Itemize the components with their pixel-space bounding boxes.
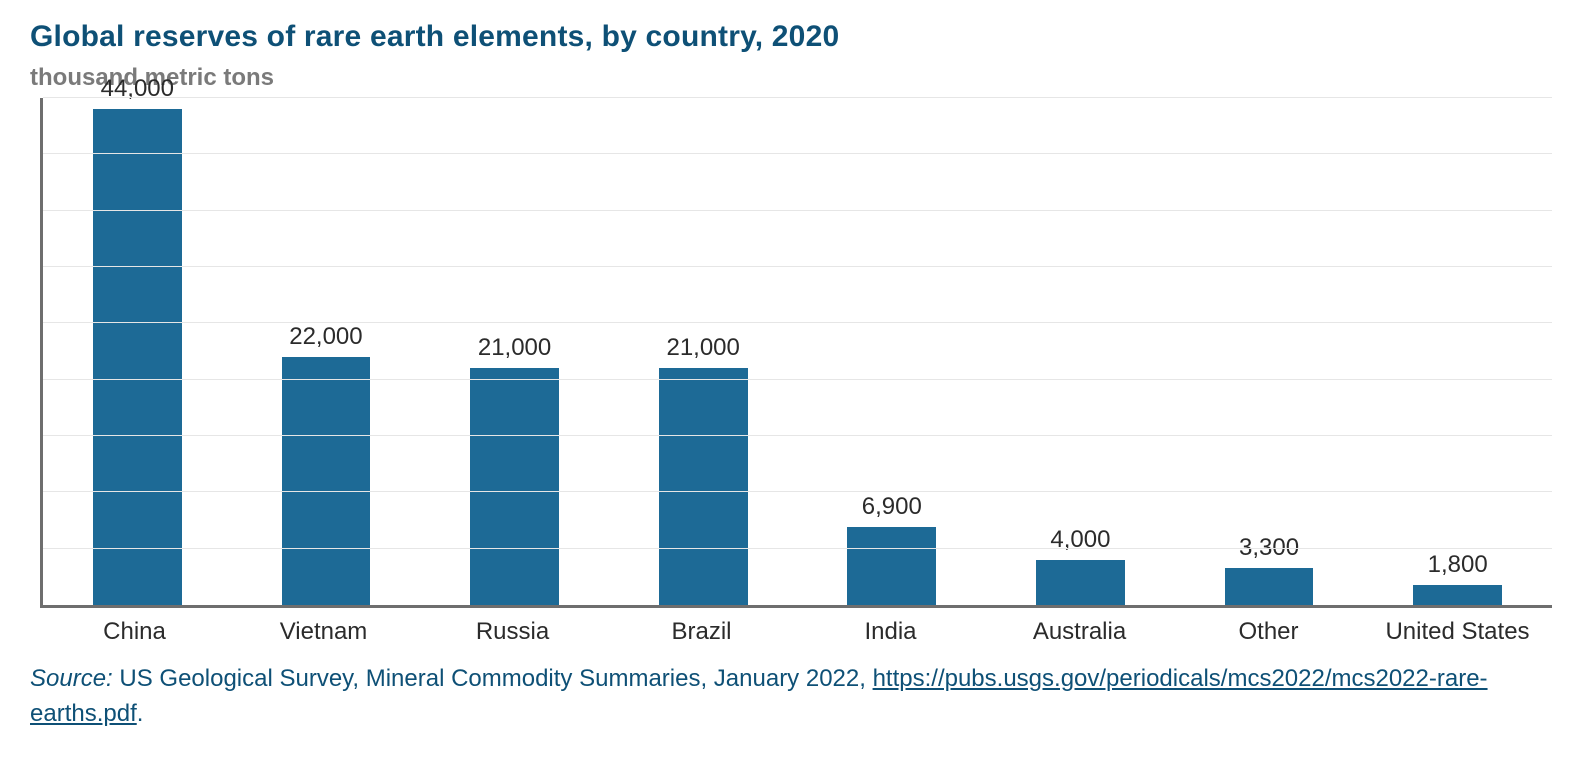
gridline xyxy=(43,379,1552,380)
chart-container: 44,00022,00021,00021,0006,9004,0003,3001… xyxy=(30,98,1552,646)
gridline xyxy=(43,266,1552,267)
bar-value-label: 21,000 xyxy=(478,334,551,368)
source-citation: Source: US Geological Survey, Mineral Co… xyxy=(30,662,1552,732)
gridline xyxy=(43,435,1552,436)
bar-slot: 21,000 xyxy=(609,98,798,605)
bars-container: 44,00022,00021,00021,0006,9004,0003,3001… xyxy=(43,98,1552,605)
source-text: US Geological Survey, Mineral Commodity … xyxy=(113,665,873,692)
x-axis-category-label: China xyxy=(40,618,229,646)
bar-value-label: 4,000 xyxy=(1050,526,1110,560)
bar-slot: 44,000 xyxy=(43,98,232,605)
x-axis-category-label: Other xyxy=(1174,618,1363,646)
gridline xyxy=(43,210,1552,211)
bar-value-label: 6,900 xyxy=(862,493,922,527)
bar-slot: 6,900 xyxy=(798,98,987,605)
bar: 21,000 xyxy=(470,368,559,605)
x-axis-category-label: Russia xyxy=(418,618,607,646)
bar: 44,000 xyxy=(93,109,182,605)
gridline xyxy=(43,548,1552,549)
bar-value-label: 1,800 xyxy=(1428,551,1488,585)
plot-area: 44,00022,00021,00021,0006,9004,0003,3001… xyxy=(40,98,1552,608)
y-axis-unit-label: thousand metric tons xyxy=(30,64,1552,92)
bar: 22,000 xyxy=(282,357,371,605)
x-axis-category-label: United States xyxy=(1363,618,1552,646)
x-axis-category-label: Vietnam xyxy=(229,618,418,646)
chart-title: Global reserves of rare earth elements, … xyxy=(30,20,1552,54)
gridline xyxy=(43,153,1552,154)
bar: 3,300 xyxy=(1225,568,1314,605)
bar: 1,800 xyxy=(1413,585,1502,605)
bar-slot: 3,300 xyxy=(1175,98,1364,605)
bar-slot: 21,000 xyxy=(420,98,609,605)
bar: 21,000 xyxy=(659,368,748,605)
bar-slot: 1,800 xyxy=(1363,98,1552,605)
gridline xyxy=(43,322,1552,323)
bar: 4,000 xyxy=(1036,560,1125,605)
bar-value-label: 22,000 xyxy=(289,323,362,357)
gridline xyxy=(43,491,1552,492)
x-axis-category-label: Brazil xyxy=(607,618,796,646)
x-axis-category-label: Australia xyxy=(985,618,1174,646)
bar: 6,900 xyxy=(847,527,936,605)
x-axis-category-label: India xyxy=(796,618,985,646)
x-axis-labels: ChinaVietnamRussiaBrazilIndiaAustraliaOt… xyxy=(40,618,1552,646)
bar-slot: 4,000 xyxy=(986,98,1175,605)
bar-slot: 22,000 xyxy=(232,98,421,605)
source-prefix: Source: xyxy=(30,665,113,692)
gridline xyxy=(43,97,1552,98)
bar-value-label: 3,300 xyxy=(1239,534,1299,568)
bar-value-label: 44,000 xyxy=(101,75,174,109)
source-suffix: . xyxy=(137,700,144,727)
bar-value-label: 21,000 xyxy=(666,334,739,368)
